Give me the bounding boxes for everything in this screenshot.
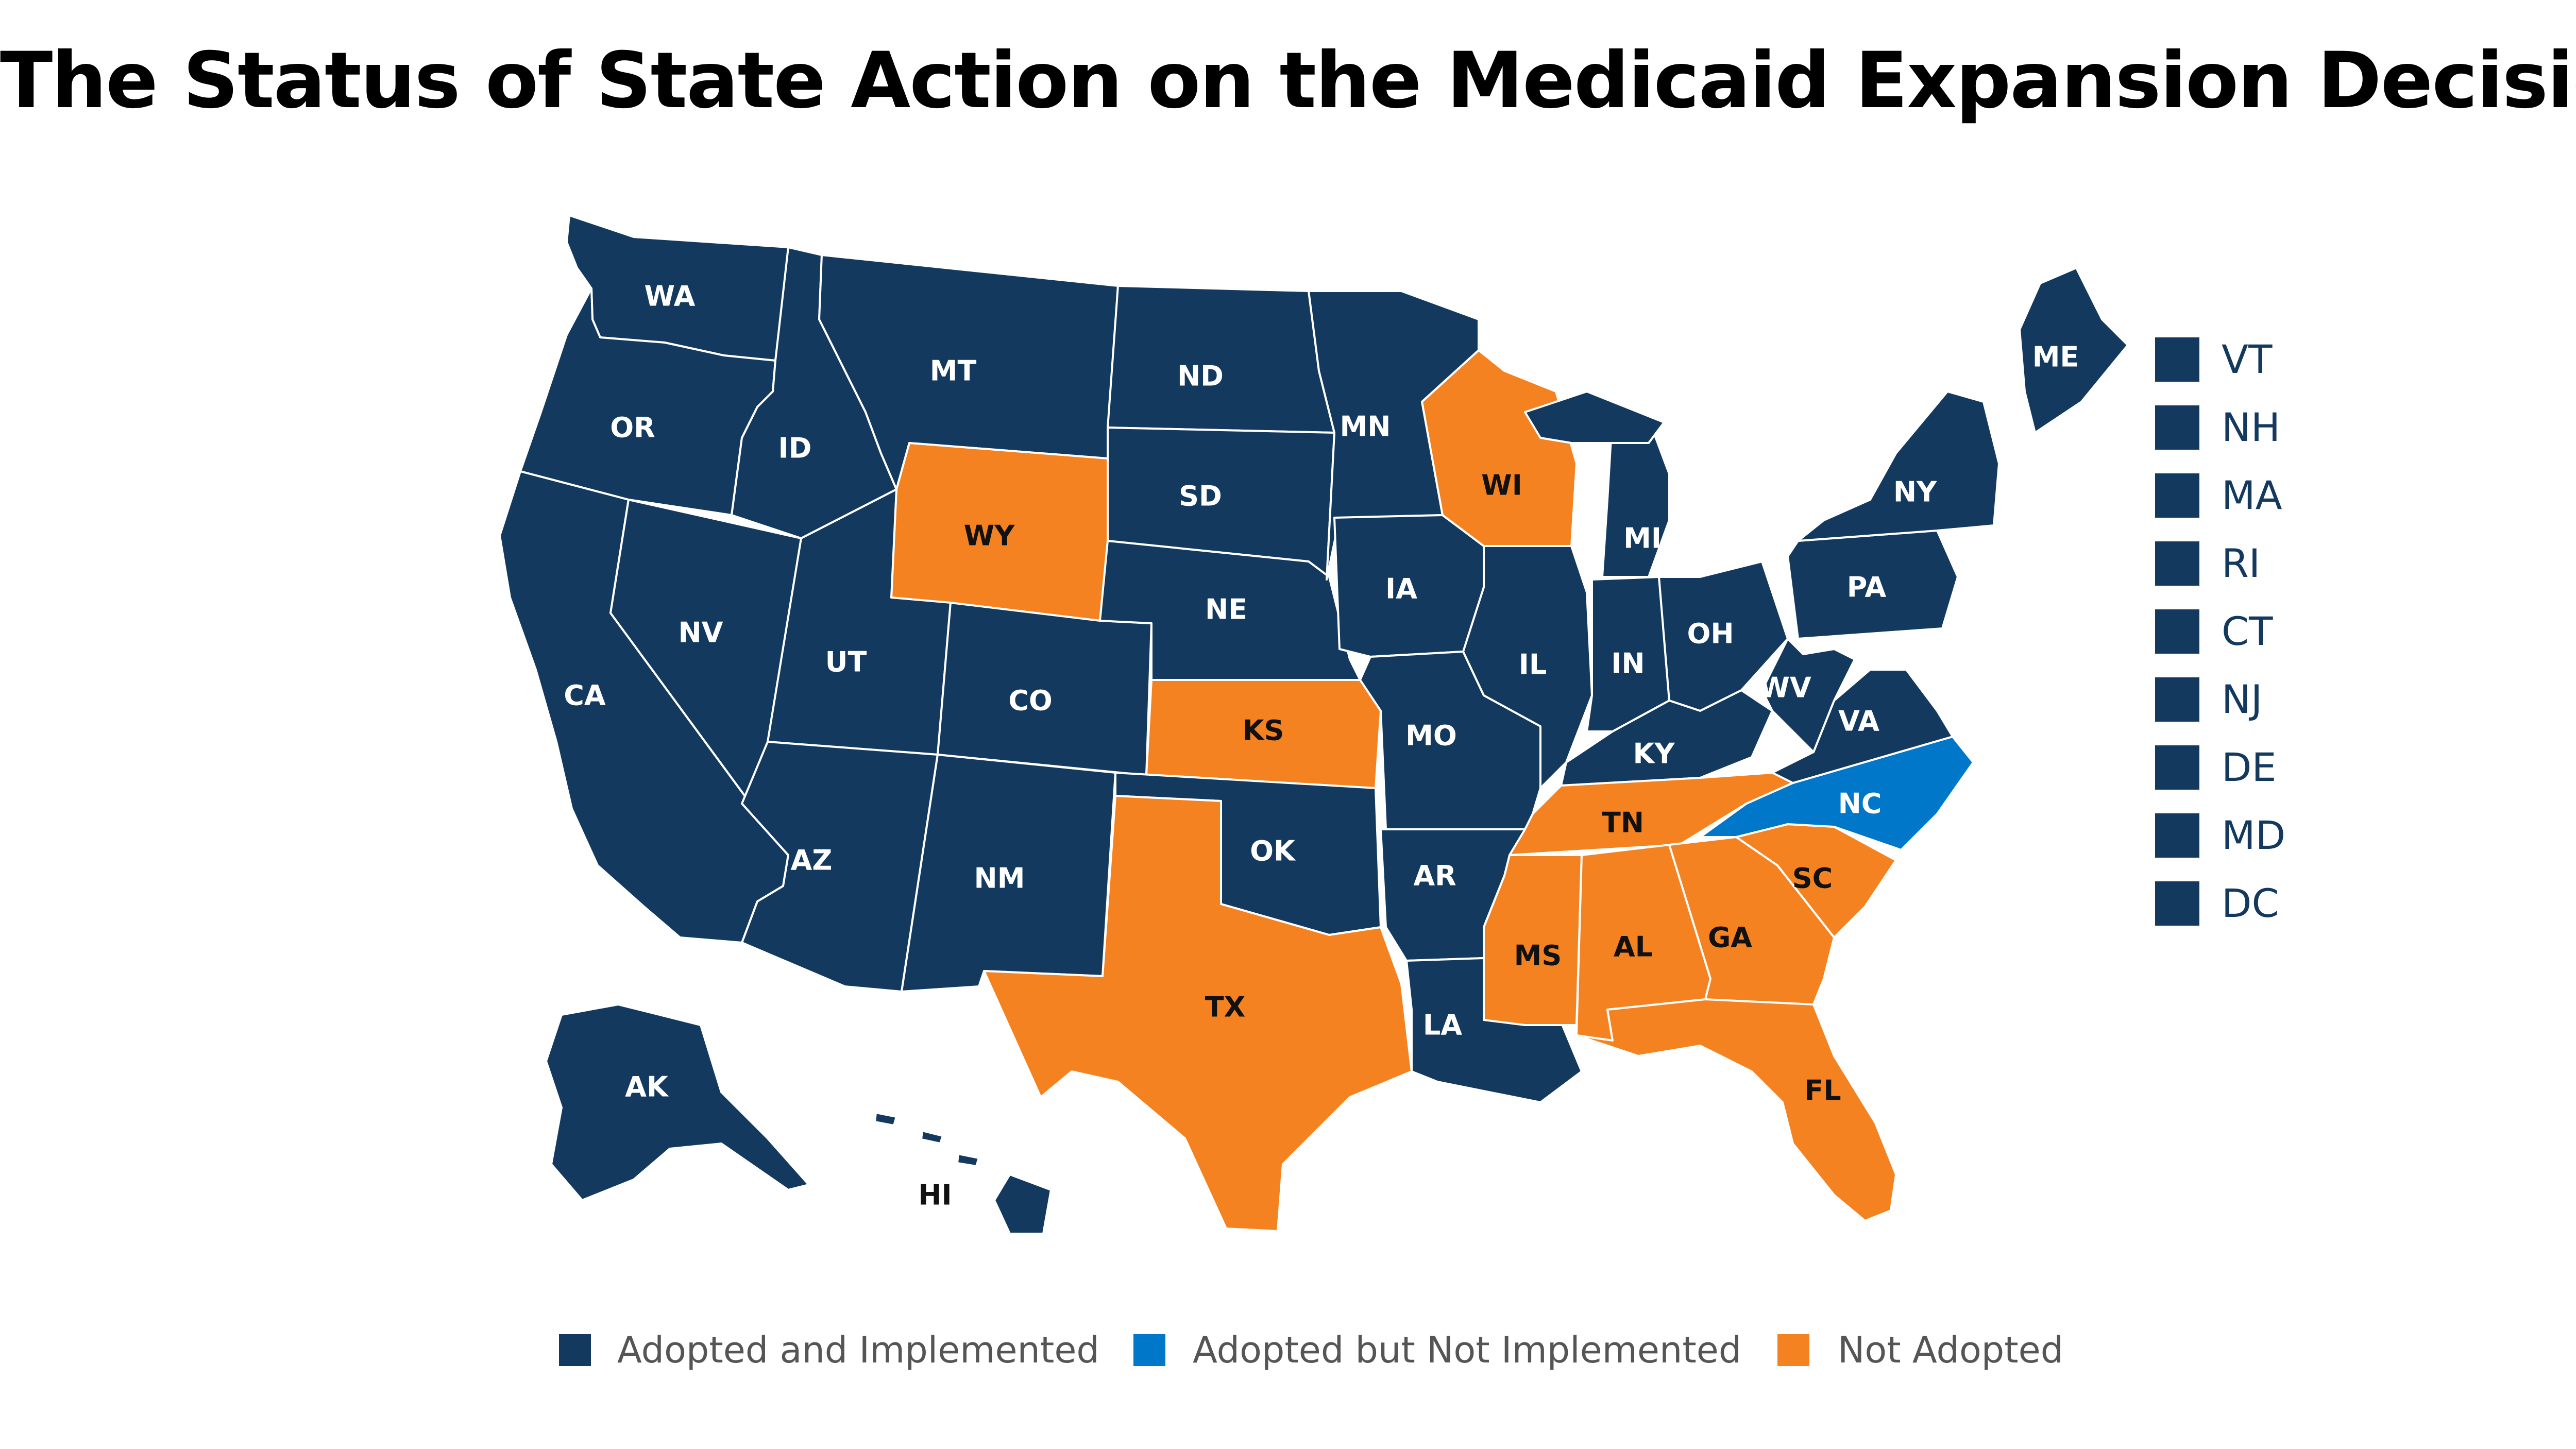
state-mi[interactable] [1524,390,1665,444]
state-label-ks: KS [1243,714,1284,747]
state-label-ga: GA [1708,922,1752,954]
state-label-nd: ND [1177,360,1224,393]
state-label-ny: NY [1893,476,1937,508]
state-label-ky: KY [1633,738,1675,770]
small-state-label-vt: VT [2222,336,2273,382]
state-hi[interactable] [874,1112,897,1127]
small-state-label-de: DE [2222,744,2277,790]
state-fl[interactable] [1575,998,1897,1222]
state-label-nc: NC [1838,788,1882,820]
state-label-ca: CA [564,679,606,712]
small-state-label-nh: NH [2222,404,2280,450]
small-state-swatch-nh[interactable] [2155,405,2199,450]
state-label-la: LA [1423,1009,1462,1042]
small-state-swatch-de[interactable] [2155,745,2199,790]
state-label-ne: NE [1205,593,1247,626]
state-label-hi: HI [918,1179,952,1212]
state-label-mt: MT [930,355,977,387]
state-nc[interactable] [1699,736,1974,851]
state-tx[interactable] [983,795,1413,1232]
small-state-label-ma: MA [2222,472,2282,518]
state-label-wv: WV [1759,672,1811,704]
state-label-mi: MI [1623,522,1662,555]
state-label-ak: AK [625,1071,669,1103]
state-label-nm: NM [974,862,1025,895]
small-state-label-dc: DC [2222,880,2279,926]
small-state-swatch-nj[interactable] [2155,677,2199,722]
state-wi[interactable] [1421,349,1578,552]
state-label-oh: OH [1687,618,1734,650]
legend-label: Adopted but Not Implemented [1193,1329,1742,1371]
state-me[interactable] [2019,267,2129,434]
small-state-label-nj: NJ [2222,676,2263,722]
legend-swatch[interactable] [1133,1334,1165,1366]
state-hi[interactable] [920,1130,944,1145]
state-il[interactable] [1462,545,1593,789]
state-label-tx: TX [1205,991,1245,1024]
state-ks[interactable] [1145,679,1382,789]
state-wv[interactable] [1761,638,1856,753]
small-state-label-md: MD [2222,812,2286,858]
state-label-ut: UT [825,646,867,678]
state-label-al: AL [1614,931,1653,963]
state-label-ar: AR [1413,860,1456,892]
state-label-ia: IA [1385,573,1417,605]
state-label-fl: FL [1804,1075,1841,1107]
legend-swatch[interactable] [1777,1334,1809,1366]
small-state-swatch-ct[interactable] [2155,609,2199,654]
state-hi[interactable] [956,1153,980,1167]
state-label-sd: SD [1179,480,1222,513]
small-state-swatch-ma[interactable] [2155,473,2199,518]
page-title: The Status of State Action on the Medica… [0,36,2576,126]
state-mi[interactable] [1601,411,1670,578]
state-label-wi: WI [1481,469,1522,502]
state-label-ok: OK [1250,835,1296,867]
state-label-tn: TN [1602,807,1644,839]
small-state-label-ri: RI [2222,540,2261,586]
state-label-mn: MN [1340,411,1391,443]
legend-swatch[interactable] [559,1334,591,1366]
state-label-in: IN [1611,647,1645,680]
state-label-id: ID [778,432,812,465]
state-label-mo: MO [1405,720,1457,752]
state-hi[interactable] [993,1173,1052,1235]
state-label-wy: WY [964,520,1015,552]
state-nd[interactable] [1107,285,1335,434]
state-ak[interactable] [545,1003,810,1201]
state-label-pa: PA [1847,571,1887,604]
state-label-co: CO [1008,685,1053,717]
state-label-or: OR [610,412,655,444]
legend-label: Adopted and Implemented [617,1329,1099,1371]
state-label-az: AZ [791,844,833,877]
small-state-swatch-dc[interactable] [2155,881,2199,926]
small-state-swatch-md[interactable] [2155,813,2199,858]
state-label-sc: SC [1792,862,1833,895]
state-label-il: IL [1519,649,1547,681]
state-label-me: ME [2032,341,2079,373]
state-label-ms: MS [1514,940,1562,972]
state-label-nv: NV [679,617,723,649]
state-co[interactable] [937,602,1153,776]
state-label-va: VA [1838,705,1879,738]
small-state-label-ct: CT [2222,608,2273,654]
legend-label: Not Adopted [1838,1329,2064,1371]
small-state-swatch-vt[interactable] [2155,337,2199,382]
state-label-wa: WA [645,280,696,313]
small-state-swatch-ri[interactable] [2155,541,2199,586]
state-ny[interactable] [1797,390,2000,542]
